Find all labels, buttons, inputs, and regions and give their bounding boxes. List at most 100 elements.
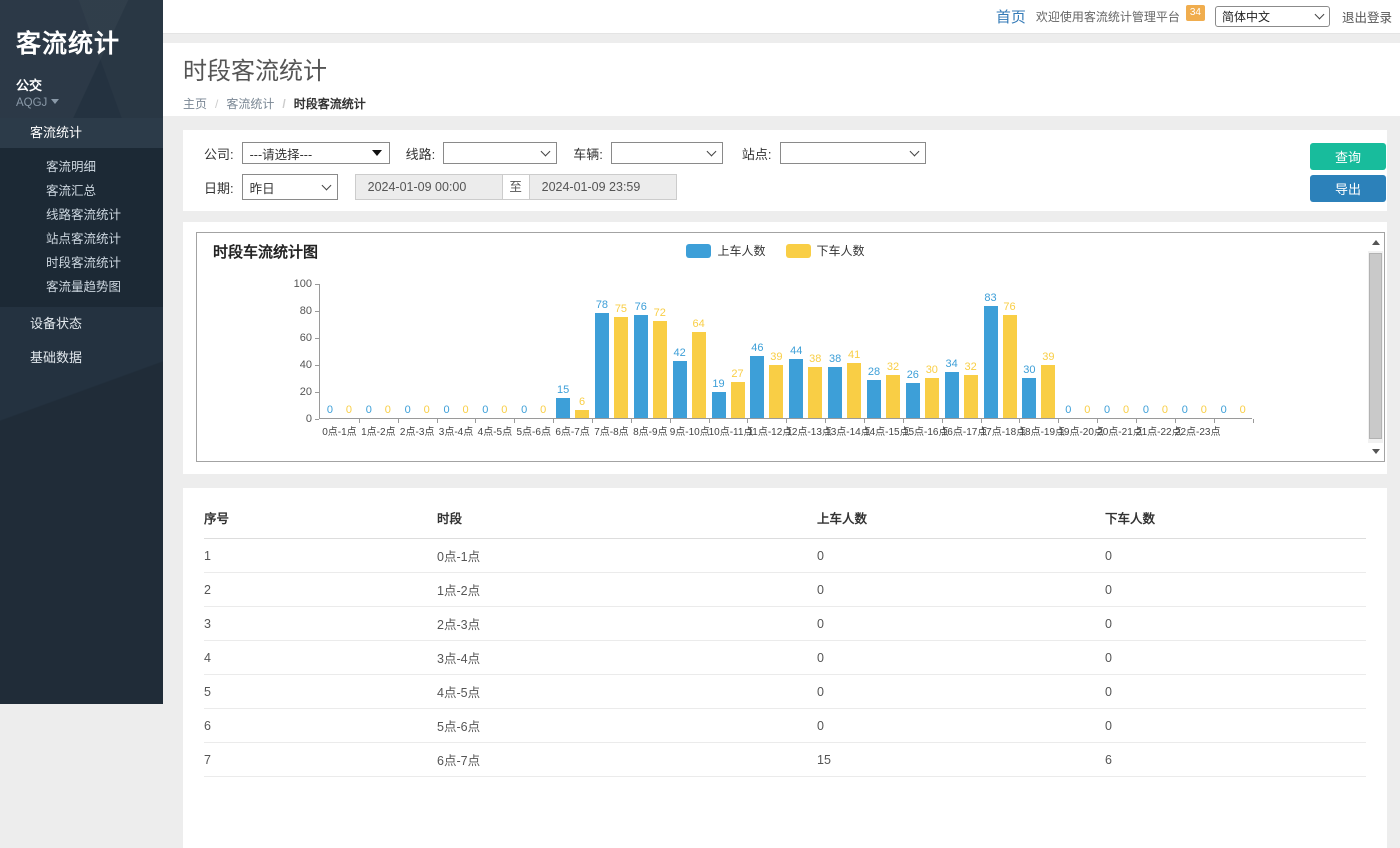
chart-category-group: 00 [359,284,398,418]
bar-value-label: 28 [868,367,880,378]
sidebar-submenu: 客流明细 客流汇总 线路客流统计 站点客流统计 时段客流统计 客流量趋势图 [0,148,163,307]
bar-value-label: 38 [809,354,821,365]
table-cell: 0 [817,675,1105,709]
bar [1041,365,1055,418]
chart-scrollbar[interactable] [1368,234,1383,460]
y-tick-label: 60 [284,332,312,344]
language-select[interactable]: 简体中文 [1215,6,1330,27]
bar-value-label: 0 [501,405,507,416]
y-tick-label: 100 [284,278,312,290]
breadcrumb-passenger-stats[interactable]: 客流统计 [207,97,274,111]
bar [1022,378,1036,419]
bar-column: 78 [595,300,609,418]
company-select[interactable]: ---请选择--- [242,142,390,164]
date-start-input[interactable]: 2024-01-09 00:00 [355,174,503,200]
vehicle-label: 车辆: [573,144,603,163]
sidebar-item-trend-chart[interactable]: 客流量趋势图 [0,275,163,299]
vehicle-select[interactable] [611,142,723,164]
x-axis-label: 2点-3点 [398,423,437,438]
line-select[interactable] [443,142,557,164]
scrollbar-track[interactable] [1368,251,1383,443]
date-to-label: 至 [502,174,530,200]
sidebar-item-passenger-detail[interactable]: 客流明细 [0,155,163,179]
bar [828,367,842,418]
bar-value-label: 0 [385,405,391,416]
bar-value-label: 30 [926,365,938,376]
bar [769,365,783,418]
period-stats-table: 序号 时段 上车人数 下车人数 10点-1点0021点-2点0032点-3点00… [204,502,1366,777]
bar [750,356,764,418]
table-cell: 5 [204,675,437,709]
y-tick-label: 40 [284,359,312,371]
home-link[interactable]: 首页 [996,6,1026,27]
bar-value-label: 0 [405,405,411,416]
x-axis-label: 8点-9点 [631,423,670,438]
legend-item-boarding: 上车人数 [686,242,765,259]
x-axis-label: 19点-20点 [1058,423,1097,438]
chart-category-group: 156 [553,284,592,418]
table-header-row: 序号 时段 上车人数 下车人数 [204,502,1366,539]
sidebar: 客流统计 公交 AQGJ 客流统计 客流明细 客流汇总 线路客流统计 站点客流统… [0,0,163,704]
chart-category-group: 2832 [864,284,903,418]
scroll-down-icon[interactable] [1372,449,1380,454]
table-cell: 0点-1点 [437,539,817,573]
bar-value-label: 0 [346,405,352,416]
sidebar-item-line-stats[interactable]: 线路客流统计 [0,203,163,227]
bar [673,361,687,418]
bar-column: 0 [1197,405,1211,418]
sidebar-item-period-stats[interactable]: 时段客流统计 [0,251,163,275]
app-logo-title: 客流统计 [16,24,163,60]
bar [712,392,726,418]
bar-column: 39 [1041,352,1055,418]
sidebar-section-passenger-stats[interactable]: 客流统计 [0,118,163,148]
bar-value-label: 41 [848,350,860,361]
topbar: 首页 欢迎使用客流统计管理平台 34 简体中文 退出登录 [163,0,1400,34]
bar-column: 30 [1022,365,1036,419]
scroll-up-icon[interactable] [1372,240,1380,245]
sidebar-item-device-status[interactable]: 设备状态 [0,307,163,341]
y-tick-mark [315,311,319,312]
table-cell: 5点-6点 [437,709,817,743]
bar-column: 0 [1236,405,1250,418]
y-tick-label: 0 [284,413,312,425]
bar [614,317,628,418]
table-cell: 0 [1105,675,1366,709]
bar-value-label: 26 [907,370,919,381]
x-axis-labels: 0点-1点1点-2点2点-3点3点-4点4点-5点5点-6点6点-7点7点-8点… [320,423,1253,438]
export-button[interactable]: 导出 [1310,175,1386,202]
chart-category-group: 00 [475,284,514,418]
sidebar-item-station-stats[interactable]: 站点客流统计 [0,227,163,251]
bar-value-label: 38 [829,354,841,365]
bar-value-label: 39 [1042,352,1054,363]
table-cell: 0 [1105,607,1366,641]
chart-category-group: 4438 [786,284,825,418]
bar-column: 0 [1061,405,1075,418]
table-row: 21点-2点00 [204,573,1366,607]
breadcrumb-home[interactable]: 主页 [183,97,207,111]
logout-link[interactable]: 退出登录 [1342,7,1392,26]
x-axis-label: 9点-10点 [670,423,709,438]
bar-column: 28 [867,367,881,418]
date-end-input[interactable]: 2024-01-09 23:59 [529,174,677,200]
bar-value-label: 0 [462,405,468,416]
scrollbar-thumb[interactable] [1369,253,1382,439]
date-preset-select[interactable]: 昨日 [242,174,338,200]
table-cell: 0 [1105,573,1366,607]
chart-category-group: 26 30 [903,284,942,418]
org-code-dropdown[interactable]: AQGJ [16,97,163,109]
bar-value-label: 0 [1084,405,1090,416]
bar [984,306,998,418]
bar [925,378,939,419]
query-button[interactable]: 查询 [1310,143,1386,170]
station-select[interactable] [780,142,926,164]
sidebar-item-base-data[interactable]: 基础数据 [0,341,163,375]
x-axis-label: 14点-15点 [864,423,903,438]
table-row: 65点-6点00 [204,709,1366,743]
chart-category-group: 38 41 [825,284,864,418]
table-cell: 0 [817,539,1105,573]
sidebar-item-passenger-summary[interactable]: 客流汇总 [0,179,163,203]
bar-column: 42 [673,348,687,418]
bar-column: 26 [906,370,920,418]
y-tick-mark [315,392,319,393]
bar-column: 46 [750,343,764,418]
